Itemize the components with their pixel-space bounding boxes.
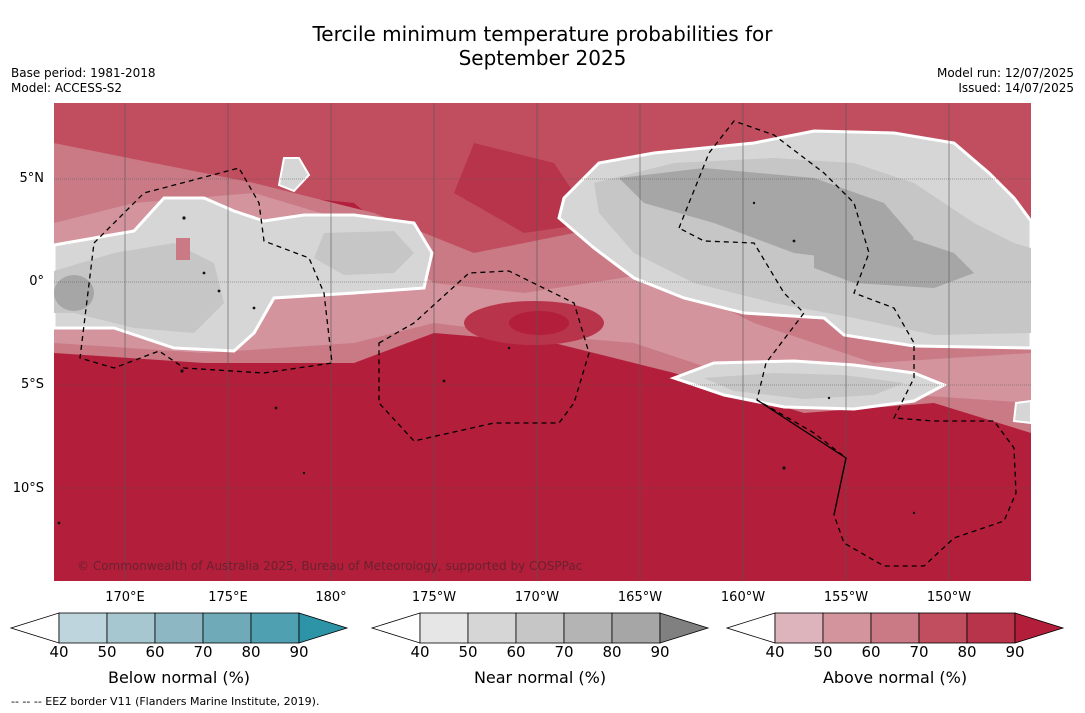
lon-gridlines [124,103,950,581]
lon-label-165w: 165°W [617,590,663,605]
colorbar-swatch [515,612,565,644]
colorbar-swatch [611,612,661,644]
colorbar-extend-low [371,612,421,644]
lat-label-5n: 5°N [19,171,45,186]
colorbar-extend-high [298,612,349,644]
near-normal-label: Near normal (%) [473,668,607,687]
cb1-tick: 90 [650,643,670,661]
above-normal-label: Above normal (%) [822,668,968,687]
lon-label-155w: 155°W [823,590,869,605]
cb1-tick: 60 [506,643,526,661]
near-80-east-2 [814,233,974,288]
colorbar-swatch [154,612,204,644]
model-name: Model: ACCESS-S2 [11,81,123,95]
cb1-tick: 40 [410,643,430,661]
colorbar-swatch [870,612,920,644]
base-period: Base period: 1981-2018 [11,66,156,80]
colorbar-swatch [106,612,156,644]
cb2-tick: 70 [909,643,929,661]
cb0-tick: 60 [145,643,165,661]
near-normal-colorbar [371,612,710,644]
lat-label-0: 0° [29,274,44,289]
lat-label-10s: 10°S [12,481,44,496]
colorbar-swatch [467,612,517,644]
colorbar-extend-high [1014,612,1065,644]
lon-label-160w: 160°W [720,590,766,605]
colorbar-swatch [966,612,1016,644]
cb2-tick: 80 [957,643,977,661]
eez-footnote: -- -- -- EEZ border V11 (Flanders Marine… [11,695,320,708]
cb0-tick: 50 [97,643,117,661]
below-normal-label: Below normal (%) [107,668,251,687]
near-normal-swatches [371,612,710,644]
above-80-north [454,143,594,233]
copyright-notice: © Commonwealth of Australia 2025, Bureau… [77,559,583,573]
lon-label-175w: 175°W [411,590,457,605]
lon-label-175e: 175°E [208,590,248,605]
meta-left: Base period: 1981-2018 Model: ACCESS-S2 [11,66,156,96]
cb1-tick: 70 [554,643,574,661]
colorbar-swatch [58,612,108,644]
cb0-tick: 70 [193,643,213,661]
probability-map-svg [54,103,1031,581]
colorbar-extend-low [726,612,776,644]
cb2-tick: 60 [861,643,881,661]
near-60-west-2 [314,231,414,275]
colorbar-swatch [918,612,968,644]
colorbar-swatch [563,612,613,644]
cb2-tick: 40 [765,643,785,661]
above-90-core [509,311,569,335]
above-normal-swatches [726,612,1065,644]
islands [57,201,916,525]
below-normal-swatches [10,612,349,644]
colorbar-swatch [822,612,872,644]
near-60-southeast [704,373,904,399]
meta-right: Model run: 12/07/2025 Issued: 14/07/2025 [937,66,1074,96]
map-title: Tercile minimum temperature probabilitie… [0,22,1085,70]
lat-gridlines [54,178,1031,489]
near-60-west [54,243,224,333]
colorbar-swatch [419,612,469,644]
lon-label-170w: 170°W [514,590,560,605]
lat-label-5s: 5°S [20,377,44,392]
near-normal-edge [1012,399,1031,425]
cb2-tick: 90 [1005,643,1025,661]
eez-borders [79,120,1017,567]
above-normal-colorbar [726,612,1065,644]
issued-date: Issued: 14/07/2025 [958,81,1074,95]
colorbar-swatch [774,612,824,644]
cb1-tick: 80 [602,643,622,661]
below-normal-colorbar [10,612,349,644]
cb2-tick: 50 [813,643,833,661]
colorbar-extend-high [659,612,710,644]
lon-label-170e: 170°E [105,590,145,605]
near-80-east [619,168,914,263]
cb1-tick: 50 [458,643,478,661]
above-60-islet [176,238,190,260]
cb0-tick: 80 [241,643,261,661]
near-80-west [54,275,94,311]
model-run: Model run: 12/07/2025 [936,66,1074,80]
colorbar-swatch [250,612,300,644]
probability-map: © Commonwealth of Australia 2025, Bureau… [54,103,1031,581]
map-title-line1: Tercile minimum temperature probabilitie… [312,22,773,46]
cb0-tick: 90 [289,643,309,661]
near-normal-islet [277,157,311,193]
eez-solid-border [756,399,847,516]
cb0-tick: 40 [49,643,69,661]
lon-label-180: 180° [315,590,347,605]
colorbar-extend-low [10,612,60,644]
lon-label-150w: 150°W [926,590,972,605]
map-title-line2: September 2025 [458,46,627,70]
colorbar-swatch [202,612,252,644]
